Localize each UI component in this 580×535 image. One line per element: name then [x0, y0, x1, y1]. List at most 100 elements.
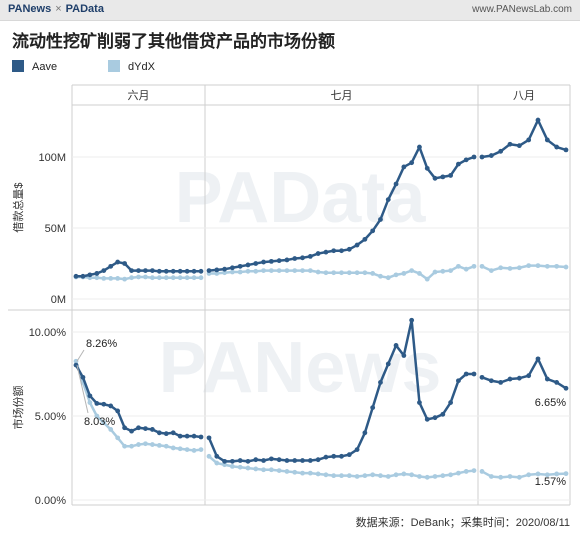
data-point-aave [432, 415, 438, 421]
data-point-dydx [393, 272, 399, 278]
data-point-dydx [292, 268, 298, 273]
data-point-aave [300, 255, 305, 261]
data-point-dydx [456, 470, 461, 476]
data-point-aave [516, 375, 522, 381]
data-point-aave [339, 248, 344, 254]
data-point-dydx [136, 442, 141, 447]
data-point-aave [163, 268, 169, 274]
data-point-aave [563, 385, 569, 391]
column-header [72, 85, 570, 105]
data-point-dydx [129, 275, 134, 281]
data-point-dydx [456, 263, 461, 269]
data-point-dydx [237, 269, 243, 275]
data-point-dydx [323, 472, 329, 478]
data-point-aave [292, 256, 298, 261]
data-point-aave [149, 268, 155, 273]
data-point-aave [214, 267, 220, 273]
data-point-aave [300, 458, 305, 463]
data-point-dydx [156, 275, 162, 281]
legend-label-aave: Aave [32, 61, 58, 73]
data-point-dydx [261, 467, 266, 473]
data-point-dydx [354, 270, 360, 276]
brand-logos: PANews × PAData [8, 3, 104, 15]
data-point-dydx [440, 268, 446, 274]
y-axis-title: 市场份额 [11, 386, 25, 430]
data-point-aave [307, 254, 313, 259]
data-point-dydx [401, 271, 407, 276]
data-point-dydx [149, 275, 155, 281]
data-point-dydx [463, 469, 469, 474]
data-point-dydx [479, 263, 485, 269]
panews-logo: PANews [8, 3, 52, 15]
data-point-aave [479, 154, 485, 160]
data-point-dydx [170, 445, 176, 451]
data-point-dydx [417, 271, 422, 276]
data-point-dydx [554, 471, 560, 477]
data-point-aave [87, 393, 93, 399]
data-point-dydx [346, 270, 352, 276]
data-point-aave [129, 428, 134, 434]
top-bar: PANews × PAData www.PANewsLab.com [0, 0, 580, 21]
data-point-aave [432, 175, 438, 181]
data-point-dydx [245, 268, 251, 274]
data-point-aave [136, 268, 141, 273]
data-point-aave [122, 261, 128, 266]
y-tick-label: 50M [45, 223, 66, 235]
data-point-aave [87, 272, 93, 278]
data-point-aave [129, 268, 134, 273]
column-label-july: 七月 [331, 89, 353, 102]
data-point-dydx [229, 464, 235, 469]
data-point-dydx [268, 467, 274, 473]
data-point-dydx [526, 472, 532, 478]
data-point-dydx [108, 276, 114, 281]
data-point-dydx [307, 470, 313, 476]
data-point-dydx [479, 469, 485, 474]
data-point-aave [554, 380, 560, 385]
data-point-dydx [94, 413, 100, 419]
data-point-dydx [170, 275, 176, 281]
data-point-aave [440, 174, 446, 180]
data-point-dydx [237, 464, 243, 470]
data-point-dydx [261, 268, 266, 273]
data-point-dydx [300, 268, 305, 273]
data-point-aave [401, 353, 407, 358]
data-point-dydx [544, 263, 550, 269]
data-point-dydx [143, 441, 148, 447]
data-point-aave [544, 137, 550, 143]
data-point-dydx [471, 263, 477, 269]
data-point-aave [554, 144, 560, 150]
data-point-dydx [253, 466, 259, 472]
data-point-dydx [385, 275, 391, 281]
data-point-dydx [253, 268, 259, 274]
data-point-aave [498, 380, 504, 385]
data-point-aave [331, 248, 337, 254]
data-point-aave [544, 376, 550, 382]
data-point-dydx [198, 447, 204, 452]
series-line-dydx [481, 470, 567, 479]
data-point-dydx [136, 274, 141, 280]
data-point-aave [417, 144, 422, 150]
data-point-aave [323, 249, 329, 255]
data-point-aave [393, 343, 399, 348]
data-point-aave [253, 261, 259, 266]
data-point-dydx [177, 446, 183, 452]
data-point-aave [354, 242, 360, 248]
data-point-aave [424, 165, 430, 171]
data-point-dydx [292, 469, 298, 475]
data-point-aave [315, 457, 321, 463]
data-point-aave [156, 268, 162, 274]
data-point-dydx [163, 443, 169, 449]
data-point-dydx [245, 465, 251, 471]
data-point-dydx [284, 268, 290, 273]
data-point-aave [563, 147, 569, 153]
data-point-dydx [331, 270, 337, 276]
series-line-aave [481, 118, 567, 159]
data-point-dydx [378, 473, 383, 479]
data-point-aave [507, 376, 513, 382]
data-point-dydx [385, 474, 391, 479]
data-point-dydx [122, 443, 128, 449]
data-point-dydx [463, 266, 469, 272]
data-point-aave [424, 416, 430, 422]
data-point-dydx [191, 448, 197, 453]
data-point-aave [163, 431, 169, 437]
